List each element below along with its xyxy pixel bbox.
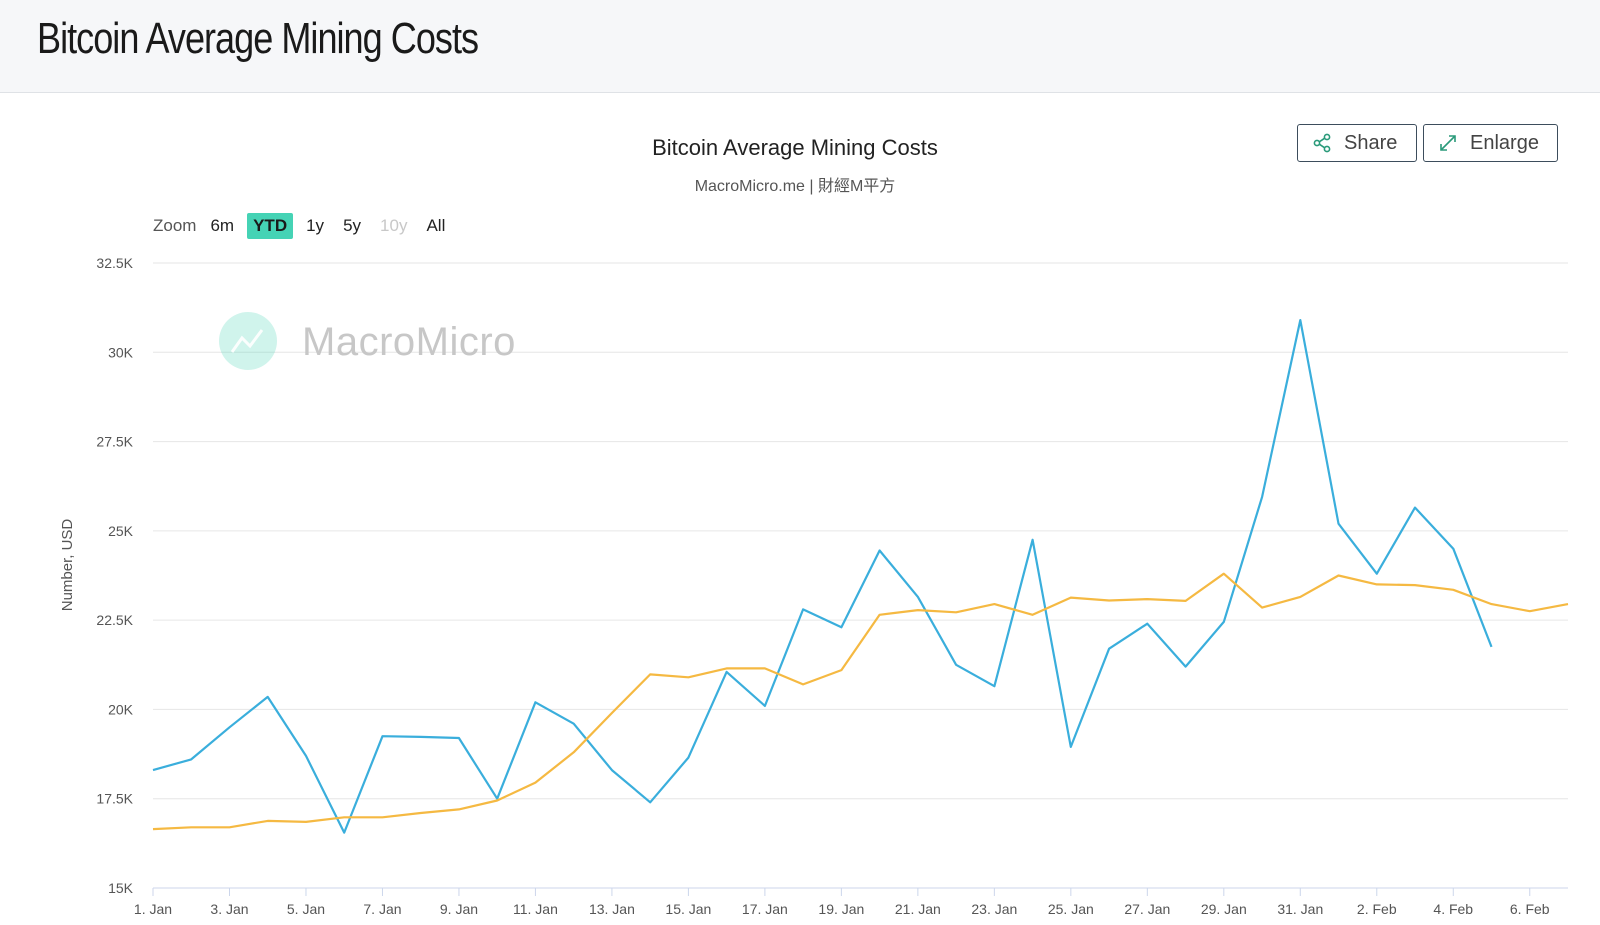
x-tick-label: 29. Jan	[1201, 901, 1247, 917]
y-tick-label: 20K	[108, 701, 134, 717]
x-tick-label: 15. Jan	[665, 901, 711, 917]
zoom-bar: Zoom 6m YTD 1y 5y 10y All	[153, 212, 458, 240]
series-line-daily-cost	[152, 319, 1493, 834]
y-tick-label: 15K	[108, 880, 134, 896]
x-tick-label: 7. Jan	[363, 901, 401, 917]
enlarge-label: Enlarge	[1470, 131, 1539, 154]
zoom-5y-button[interactable]: 5y	[343, 216, 362, 235]
expand-icon	[1440, 135, 1456, 151]
x-tick-label: 23. Jan	[971, 901, 1017, 917]
x-tick-label: 25. Jan	[1048, 901, 1094, 917]
x-tick-label: 13. Jan	[589, 901, 635, 917]
y-tick-label: 25K	[108, 523, 134, 539]
grid-layer	[153, 262, 1568, 800]
x-tick-label: 11. Jan	[513, 901, 558, 917]
x-tick-label: 4. Feb	[1433, 901, 1473, 917]
x-tick-label: 19. Jan	[818, 901, 864, 917]
x-tick-label: 3. Jan	[210, 901, 248, 917]
x-tick-label: 2. Feb	[1357, 901, 1397, 917]
y-tick-label: 22.5K	[96, 612, 133, 628]
chart-subtitle: MacroMicro.me | 財經M平方	[694, 178, 896, 195]
y-tick-label: 27.5K	[96, 434, 133, 450]
x-tick-label: 17. Jan	[742, 901, 788, 917]
y-axis-title: Number, USD	[59, 519, 76, 612]
page-title: Bitcoin Average Mining Costs	[37, 14, 479, 63]
share-icon	[1313, 133, 1331, 153]
y-tick-label: 30K	[108, 344, 134, 360]
x-tick-label: 27. Jan	[1124, 901, 1170, 917]
series-layer	[152, 319, 1569, 834]
y-tick-label: 17.5K	[96, 791, 133, 807]
watermark-text: MacroMicro	[302, 320, 516, 364]
zoom-label: Zoom	[153, 216, 197, 235]
series-line-moving-average	[152, 572, 1569, 831]
x-tick-label: 1. Jan	[134, 901, 172, 917]
enlarge-button[interactable]: Enlarge	[1423, 124, 1558, 162]
zoom-6m-button[interactable]: 6m	[210, 216, 235, 235]
x-tick-label: 21. Jan	[895, 901, 941, 917]
zoom-ytd-button[interactable]: YTD	[247, 213, 294, 239]
x-tick-label: 6. Feb	[1510, 901, 1550, 917]
zoom-all-button[interactable]: All	[426, 216, 446, 235]
watermark-logo-icon	[219, 312, 277, 370]
share-label: Share	[1344, 131, 1398, 154]
axis-layer: 15K 17.5K 20K 22.5K 25K 27.5K 30K 32.5K 1. Jan 3.…	[96, 255, 1568, 917]
watermark: MacroMicro	[219, 312, 516, 370]
zoom-1y-button[interactable]: 1y	[306, 216, 325, 235]
watermark-logo-trend-icon	[230, 329, 264, 353]
share-button[interactable]: Share	[1297, 124, 1417, 162]
x-tick-label: 9. Jan	[440, 901, 478, 917]
x-tick-label: 5. Jan	[287, 901, 325, 917]
zoom-10y-button: 10y	[380, 216, 408, 235]
chart-title: Bitcoin Average Mining Costs	[652, 135, 938, 160]
page-header: Bitcoin Average Mining Costs	[0, 0, 1600, 93]
y-tick-label: 32.5K	[96, 255, 133, 271]
x-tick-label: 31. Jan	[1277, 901, 1323, 917]
